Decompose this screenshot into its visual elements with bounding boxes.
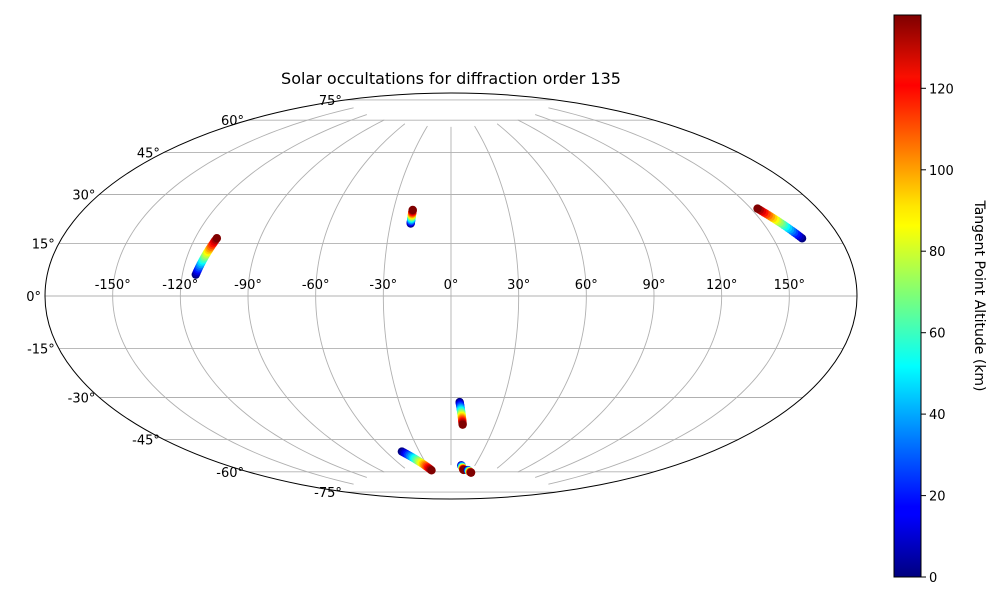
longitude-tick-label: 150° [774,278,805,293]
latitude-tick-label: -60° [216,466,244,481]
longitude-tick-label: -60° [302,278,330,293]
colorbar-tick-label: 100 [929,164,954,179]
colorbar-gradient [893,14,922,578]
colorbar-tick-label: 80 [929,245,946,260]
longitude-tick-label: 90° [642,278,665,293]
longitude-tick-label: -30° [369,278,397,293]
axis-tick-labels: -150° -120° -90° -60° -30° 0° 30° 60° 90° 120° 150… [26,94,805,501]
latitude-tick-label: 60° [221,114,244,129]
latitude-tick-label: -75° [314,486,342,501]
longitude-tick-label: 30° [507,278,530,293]
latitude-tick-label: -45° [132,434,160,449]
latitude-tick-label: -30° [68,392,96,407]
map-grid [44,92,858,500]
occultation-point [212,234,222,243]
latitude-tick-label: 0° [26,290,41,305]
occultation-point [458,420,467,429]
colorbar-label: Tangent Point Altitude (km) [971,199,987,391]
colorbar-ticks: 0 20 40 60 80 100 120 [921,82,954,586]
longitude-tick-label: 120° [706,278,737,293]
latitude-tick-label: 15° [32,238,55,253]
longitude-tick-label: 0° [444,278,459,293]
occultation-point [753,204,762,213]
latitude-tick-label: 30° [72,189,95,204]
occultation-points [191,204,807,477]
map-boundary [44,92,858,500]
latitude-tick-label: -15° [27,343,55,358]
colorbar: 0 20 40 60 80 100 120 Tangent Point Altitude (… [893,14,987,586]
occultation-point [427,466,436,475]
longitude-tick-label: -120° [162,278,198,293]
chart-title: Solar occultations for diffraction order… [281,69,621,88]
colorbar-tick-label: 60 [929,327,946,342]
latitude-tick-label: 75° [319,94,342,109]
latitude-tick-label: 45° [137,147,160,162]
occultation-point [466,468,476,477]
longitude-tick-label: -90° [234,278,262,293]
colorbar-tick-label: 40 [929,408,946,423]
colorbar-tick-label: 20 [929,490,946,505]
longitude-tick-label: -150° [95,278,131,293]
colorbar-tick-label: 120 [929,82,954,97]
longitude-tick-label: 60° [575,278,598,293]
colorbar-tick-label: 0 [929,571,937,586]
occultation-point [408,205,417,215]
